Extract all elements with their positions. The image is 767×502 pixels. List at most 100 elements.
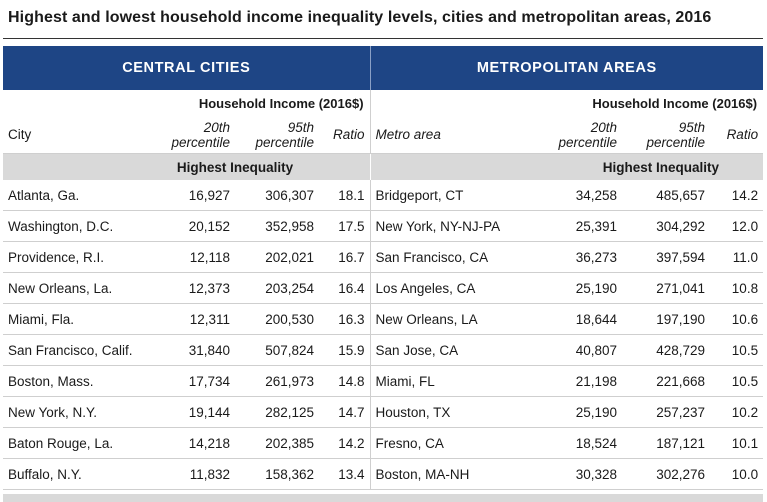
city-p20-cell: 12,118 [151,241,235,273]
city-name-cell: Baton Rouge, La. [3,427,151,459]
metro-ratio-cell: 10.8 [710,272,764,304]
metro-ratio-cell: 14.2 [710,180,764,211]
city-p20-cell: 14,218 [151,427,235,459]
metro-p20-header-line2: percentile [558,134,618,150]
table-row: Boston, Mass. 17,734 261,973 14.8 Miami, FL 2… [3,365,764,397]
metro-income-header: Household Income (2016$) [592,95,758,111]
metro-p20-cell: 30,328 [538,458,623,490]
city-ratio-cell: 14.2 [319,427,371,459]
city-p95-header-line2: percentile [255,134,314,150]
section-band-bottom [3,494,763,502]
city-ratio-cell: 18.1 [319,180,371,211]
metro-p95-header-line1: 95th [678,119,706,135]
metro-ratio-cell: 10.5 [710,365,764,397]
city-name-cell: Atlanta, Ga. [3,180,151,211]
metro-ratio-cell: 10.2 [710,396,764,428]
metro-p20-cell: 36,273 [538,241,623,273]
metro-ratio-header: Ratio [710,116,764,154]
metro-name-cell: Miami, FL [370,365,539,397]
city-name-cell: San Francisco, Calif. [3,334,151,366]
city-income-header: Household Income (2016$) [3,90,371,116]
city-name-cell: Providence, R.I. [3,241,151,273]
city-name-cell: Boston, Mass. [3,365,151,397]
city-p95-cell: 200,530 [235,303,319,335]
metro-p95-cell: 302,276 [622,458,711,490]
metro-column-header: Metro area [370,116,539,154]
inequality-table: CENTRAL CITIES METROPOLITAN AREAS Househ… [3,46,764,490]
table-row: Miami, Fla. 12,311 200,530 16.3 New Orleans,… [3,303,764,335]
metro-name-cell: Fresno, CA [370,427,539,459]
table-row: New Orleans, La. 12,373 203,254 16.4 Los Ang… [3,272,764,304]
metro-p20-cell: 18,644 [538,303,623,335]
table-row: Baton Rouge, La. 14,218 202,385 14.2 Fresno,… [3,427,764,459]
city-section-label: Highest Inequality [151,153,319,180]
city-p20-cell: 17,734 [151,365,235,397]
table-row: New York, N.Y. 19,144 282,125 14.7 Houston, … [3,396,764,428]
city-p20-cell: 31,840 [151,334,235,366]
metro-p95-cell: 257,237 [622,396,711,428]
metro-ratio-cell: 10.5 [710,334,764,366]
metro-p95-cell: 271,041 [622,272,711,304]
income-header-row: Household Income (2016$) Household Incom… [3,90,763,116]
table-row: Atlanta, Ga. 16,927 306,307 18.1 Bridgeport,… [3,180,764,211]
city-p95-cell: 282,125 [235,396,319,428]
city-p20-cell: 12,311 [151,303,235,335]
city-name-cell: Miami, Fla. [3,303,151,335]
city-p95-cell: 507,824 [235,334,319,366]
metro-ratio-cell: 10.1 [710,427,764,459]
metro-p95-cell: 485,657 [622,180,711,211]
city-p20-header-line1: 20th [203,119,230,135]
metro-p20-cell: 18,524 [538,427,623,459]
city-p95-cell: 261,973 [235,365,319,397]
metro-p20-header-line1: 20th [590,119,618,135]
column-header-row: City 20th percentile 95th percentile Ratio… [3,116,764,154]
city-p20-cell: 16,927 [151,180,235,211]
metro-name-cell: San Jose, CA [370,334,539,366]
banner-row: CENTRAL CITIES METROPOLITAN AREAS [3,46,764,90]
metro-ratio-cell: 11.0 [710,241,764,273]
city-name-cell: New Orleans, La. [3,272,151,304]
city-p20-header: 20th percentile [151,116,235,154]
metro-name-cell: Houston, TX [370,396,539,428]
metro-p20-cell: 34,258 [538,180,623,211]
city-name-cell: New York, N.Y. [3,396,151,428]
table-row: San Francisco, Calif. 31,840 507,824 15.9 Sa… [3,334,764,366]
city-p20-header-line2: percentile [171,134,230,150]
city-ratio-cell: 14.7 [319,396,371,428]
section-row: Highest Inequality Highest Inequality [3,153,764,180]
city-ratio-cell: 15.9 [319,334,371,366]
city-ratio-cell: 14.8 [319,365,371,397]
metro-name-cell: Bridgeport, CT [370,180,539,211]
city-p20-cell: 12,373 [151,272,235,304]
metro-areas-banner: METROPOLITAN AREAS [370,46,764,90]
city-p95-header: 95th percentile [235,116,319,154]
city-p95-cell: 203,254 [235,272,319,304]
city-p20-cell: 11,832 [151,458,235,490]
city-name-cell: Buffalo, N.Y. [3,458,151,490]
metro-name-cell: New Orleans, LA [370,303,539,335]
metro-p95-cell: 187,121 [622,427,711,459]
city-p95-header-line1: 95th [287,119,314,135]
table-row: Buffalo, N.Y. 11,832 158,362 13.4 Boston, MA… [3,458,764,490]
metro-ratio-cell: 12.0 [710,210,764,242]
table-row: Providence, R.I. 12,118 202,021 16.7 San Fra… [3,241,764,273]
city-ratio-cell: 16.7 [319,241,371,273]
metro-name-cell: New York, NY-NJ-PA [370,210,539,242]
metro-p95-cell: 304,292 [622,210,711,242]
city-p95-cell: 352,958 [235,210,319,242]
metro-name-cell: Boston, MA-NH [370,458,539,490]
city-p95-cell: 202,385 [235,427,319,459]
city-p20-cell: 20,152 [151,210,235,242]
metro-section-label: Highest Inequality [538,153,764,180]
city-ratio-cell: 16.3 [319,303,371,335]
metro-p20-cell: 21,198 [538,365,623,397]
title-divider [3,38,763,39]
city-ratio-header: Ratio [319,116,371,154]
metro-name-cell: San Francisco, CA [370,241,539,273]
metro-p20-cell: 40,807 [538,334,623,366]
metro-name-cell: Los Angeles, CA [370,272,539,304]
city-p20-cell: 19,144 [151,396,235,428]
page-title: Highest and lowest household income ineq… [8,9,712,26]
metro-p20-cell: 25,190 [538,272,623,304]
metro-ratio-cell: 10.0 [710,458,764,490]
